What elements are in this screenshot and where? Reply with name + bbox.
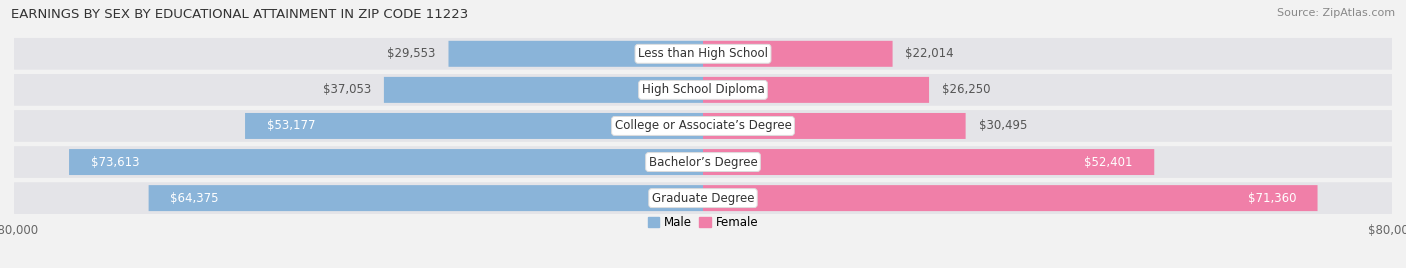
- Text: $52,401: $52,401: [1084, 155, 1133, 169]
- Text: $53,177: $53,177: [267, 120, 315, 132]
- FancyBboxPatch shape: [384, 77, 703, 103]
- FancyBboxPatch shape: [14, 74, 1392, 106]
- Text: $22,014: $22,014: [905, 47, 955, 60]
- FancyBboxPatch shape: [703, 41, 893, 67]
- Text: Bachelor’s Degree: Bachelor’s Degree: [648, 155, 758, 169]
- FancyBboxPatch shape: [14, 182, 1392, 214]
- FancyBboxPatch shape: [14, 110, 1392, 142]
- FancyBboxPatch shape: [14, 146, 1392, 178]
- Text: $64,375: $64,375: [170, 192, 219, 204]
- FancyBboxPatch shape: [703, 77, 929, 103]
- Text: $26,250: $26,250: [942, 83, 990, 96]
- FancyBboxPatch shape: [69, 149, 703, 175]
- Text: $30,495: $30,495: [979, 120, 1026, 132]
- FancyBboxPatch shape: [245, 113, 703, 139]
- Text: Less than High School: Less than High School: [638, 47, 768, 60]
- Text: $71,360: $71,360: [1247, 192, 1296, 204]
- Text: $73,613: $73,613: [90, 155, 139, 169]
- Text: EARNINGS BY SEX BY EDUCATIONAL ATTAINMENT IN ZIP CODE 11223: EARNINGS BY SEX BY EDUCATIONAL ATTAINMEN…: [11, 8, 468, 21]
- FancyBboxPatch shape: [703, 185, 1317, 211]
- Text: Graduate Degree: Graduate Degree: [652, 192, 754, 204]
- FancyBboxPatch shape: [14, 38, 1392, 70]
- FancyBboxPatch shape: [703, 113, 966, 139]
- Text: College or Associate’s Degree: College or Associate’s Degree: [614, 120, 792, 132]
- Text: Source: ZipAtlas.com: Source: ZipAtlas.com: [1277, 8, 1395, 18]
- Text: $29,553: $29,553: [387, 47, 436, 60]
- Text: High School Diploma: High School Diploma: [641, 83, 765, 96]
- FancyBboxPatch shape: [703, 149, 1154, 175]
- FancyBboxPatch shape: [449, 41, 703, 67]
- Legend: Male, Female: Male, Female: [648, 216, 758, 229]
- Text: $37,053: $37,053: [323, 83, 371, 96]
- FancyBboxPatch shape: [149, 185, 703, 211]
